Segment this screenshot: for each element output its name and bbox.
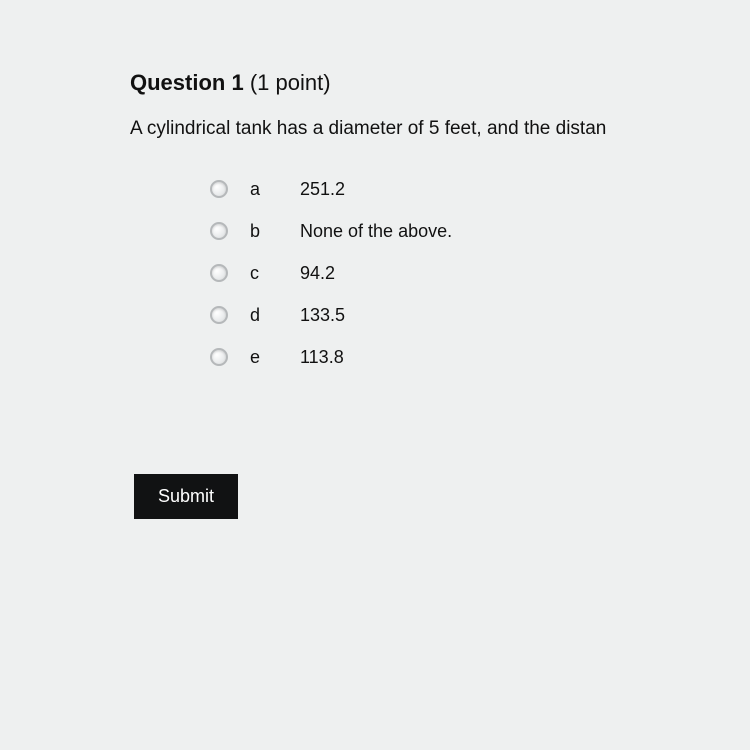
question-number: Question 1 [130,70,244,95]
radio-icon[interactable] [210,306,228,324]
question-points: (1 point) [250,70,331,95]
option-letter: a [250,179,300,200]
question-text: A cylindrical tank has a diameter of 5 f… [130,118,750,140]
option-letter: e [250,347,300,368]
radio-icon[interactable] [210,180,228,198]
question-header: Question 1 (1 point) [130,70,750,96]
option-text: 113.8 [300,347,344,368]
option-text: None of the above. [300,221,452,242]
option-row[interactable]: a 251.2 [210,174,750,204]
options-list: a 251.2 b None of the above. c 94.2 d 13… [210,174,750,372]
submit-button[interactable]: Submit [134,474,238,519]
option-row[interactable]: c 94.2 [210,258,750,288]
option-row[interactable]: d 133.5 [210,300,750,330]
question-container: Question 1 (1 point) A cylindrical tank … [0,0,750,519]
option-text: 94.2 [300,263,335,284]
option-row[interactable]: e 113.8 [210,342,750,372]
option-text: 251.2 [300,179,345,200]
option-letter: d [250,305,300,326]
option-letter: c [250,263,300,284]
option-row[interactable]: b None of the above. [210,216,750,246]
option-letter: b [250,221,300,242]
radio-icon[interactable] [210,222,228,240]
option-text: 133.5 [300,305,345,326]
radio-icon[interactable] [210,264,228,282]
radio-icon[interactable] [210,348,228,366]
